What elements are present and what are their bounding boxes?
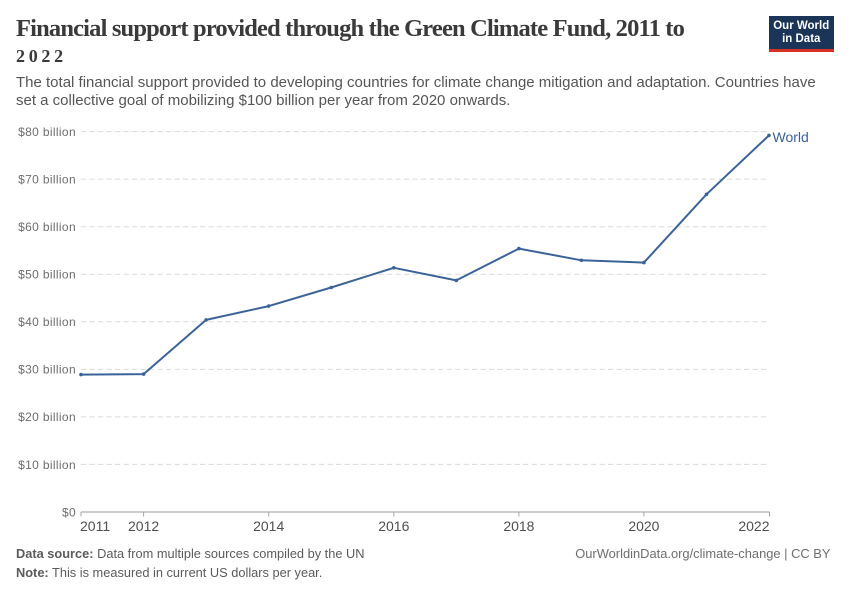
svg-text:$40 billion: $40 billion: [18, 315, 76, 329]
svg-text:$80 billion: $80 billion: [18, 125, 76, 139]
svg-text:2022: 2022: [738, 518, 769, 534]
svg-text:$10 billion: $10 billion: [18, 458, 76, 472]
svg-text:$70 billion: $70 billion: [18, 172, 76, 186]
svg-text:2020: 2020: [628, 518, 659, 534]
svg-text:2012: 2012: [128, 518, 159, 534]
svg-text:World: World: [773, 129, 809, 145]
svg-text:$50 billion: $50 billion: [18, 268, 76, 282]
svg-text:$30 billion: $30 billion: [18, 363, 76, 377]
svg-text:$20 billion: $20 billion: [18, 410, 76, 424]
svg-text:2018: 2018: [503, 518, 534, 534]
svg-text:2011: 2011: [80, 518, 110, 534]
svg-text:2014: 2014: [253, 518, 284, 534]
svg-text:$60 billion: $60 billion: [18, 220, 76, 234]
svg-text:$0: $0: [62, 505, 76, 519]
svg-text:2016: 2016: [378, 518, 409, 534]
